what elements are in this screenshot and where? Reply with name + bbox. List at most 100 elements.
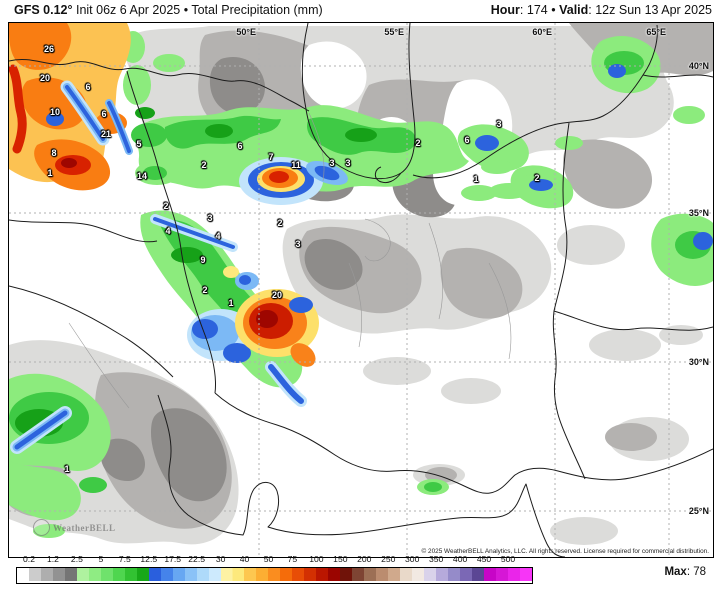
- legend-color-segment: [435, 568, 460, 581]
- legend-colorbar: [16, 567, 533, 584]
- precip-max-label: 4: [165, 226, 171, 236]
- precip-max-label: 6: [237, 141, 243, 151]
- precip-max-label: 11: [291, 160, 301, 170]
- precip-max-label: 1: [47, 168, 53, 178]
- header-bar: GFS 0.12° Init 06z 6 Apr 2025 • Total Pr…: [0, 0, 720, 22]
- precip-max-label: 3: [207, 213, 213, 223]
- precip-max-label: 8: [51, 148, 57, 158]
- sep1: :: [519, 3, 527, 17]
- legend-color-segment: [268, 568, 293, 581]
- legend-tick-label: 400: [452, 554, 468, 564]
- country-borders: [9, 23, 713, 557]
- graticule: [9, 23, 713, 557]
- legend-tick-label: 100: [309, 554, 324, 564]
- legend-tick-label: 2.5: [70, 554, 83, 564]
- watermark-text: WeatherBELL: [53, 522, 116, 533]
- precip-max-label: 6: [85, 82, 91, 92]
- latitude-label: 40°N: [688, 61, 709, 71]
- legend-tick-row: 0.2 1.2 2.5 5 7.5 12.5 17.5 22.5 30 40 50 75 100 150 2…: [0, 554, 720, 566]
- precip-max-label: 10: [49, 107, 61, 117]
- map-title: GFS 0.12° Init 06z 6 Apr 2025 • Total Pr…: [14, 3, 323, 17]
- legend-color-segment: [17, 568, 29, 581]
- precip-max-label: 2: [415, 138, 421, 148]
- precip-max-label: 2: [202, 285, 208, 295]
- map-graphic: [9, 23, 713, 557]
- legend-tick-label: 5: [98, 554, 104, 564]
- valid-value: 12z Sun 13 Apr 2025: [595, 3, 712, 17]
- precip-max-label: 3: [345, 158, 351, 168]
- init-time: Init 06z 6 Apr 2025: [75, 3, 181, 17]
- legend-tick-label: 350: [428, 554, 444, 564]
- legend-tick-label: 50: [263, 554, 274, 564]
- legend-tick-label: 150: [333, 554, 348, 564]
- precip-max-label: 7: [268, 152, 274, 162]
- sep2: :: [588, 3, 596, 17]
- legend-color-segment: [340, 568, 365, 581]
- forecast-time: Hour: 174 • Valid: 12z Sun 13 Apr 2025: [491, 3, 712, 17]
- latitude-label: 25°N: [688, 506, 709, 516]
- legend-tick-label: 500: [500, 554, 516, 564]
- precip-max-label: 4: [215, 231, 221, 241]
- precip-max-label: 2: [277, 218, 283, 228]
- legend-color-segment: [29, 568, 53, 581]
- legend-color-segment: [244, 568, 269, 581]
- legend-color-segment: [100, 568, 125, 581]
- precip-max-label: 3: [496, 119, 502, 129]
- legend-color-segment: [172, 568, 197, 581]
- precip-max-label: 1: [228, 298, 234, 308]
- precip-max-label: 20: [39, 73, 51, 83]
- model-name: GFS 0.12°: [14, 3, 73, 17]
- precip-max-label: 3: [329, 158, 335, 168]
- copyright-text: © 2025 WeatherBELL Analytics, LLC. All r…: [421, 548, 709, 555]
- legend-color-segment: [412, 568, 436, 581]
- hour-value: 174: [526, 3, 548, 17]
- precip-max-label: 26: [43, 44, 55, 54]
- latitude-label: 30°N: [688, 357, 709, 367]
- legend-tick-label: 7.5: [118, 554, 131, 564]
- product-name: Total Precipitation (mm): [191, 3, 323, 17]
- legend-color-segment: [220, 568, 245, 581]
- longitude-label: 60°E: [532, 27, 552, 37]
- legend-tick-label: 300: [405, 554, 420, 564]
- precip-max-label: 5: [136, 139, 142, 149]
- precip-max-label: 1: [64, 464, 70, 474]
- valid-label: Valid: [559, 3, 589, 17]
- legend-tick-label: 12.5: [140, 554, 158, 564]
- latitude-label: 35°N: [688, 208, 709, 218]
- watermark: WeatherBELL: [33, 519, 116, 536]
- admin-borders: [68, 112, 512, 409]
- legend-color-segment: [459, 568, 484, 581]
- legend-tick-label: 17.5: [164, 554, 182, 564]
- legend-color-segment: [52, 568, 77, 581]
- longitude-label: 65°E: [646, 27, 666, 37]
- precip-max-label: 9: [200, 255, 206, 265]
- hour-label: Hour: [490, 3, 520, 17]
- time-bullet: •: [551, 3, 556, 17]
- legend-color-segment: [316, 568, 341, 581]
- legend-color-segment: [483, 568, 508, 581]
- legend-tick-label: 22.5: [188, 554, 206, 564]
- max-colon: :: [686, 566, 694, 578]
- legend-tick-label: 250: [381, 554, 396, 564]
- max-label: Max: [664, 566, 687, 578]
- watermark-seal-icon: [33, 519, 50, 536]
- precip-max-label: 6: [464, 135, 470, 145]
- longitude-label: 55°E: [384, 27, 404, 37]
- max-value-readout: Max: 78: [664, 566, 706, 578]
- max-value: 78: [693, 566, 706, 578]
- legend-color-segment: [196, 568, 221, 581]
- precip-max-label: 2: [201, 160, 207, 170]
- legend-color-segment: [388, 568, 412, 581]
- legend-tick-label: 450: [476, 554, 492, 564]
- legend-tick-label: 0.2: [23, 554, 35, 564]
- legend-color-segment: [292, 568, 317, 581]
- legend-tick-label: 75: [287, 554, 298, 564]
- legend-color-segment: [364, 568, 389, 581]
- legend-color-segment: [76, 568, 101, 581]
- legend-tick-label: 40: [239, 554, 250, 564]
- precip-max-label: 14: [136, 171, 148, 181]
- precip-max-label: 2: [163, 201, 169, 211]
- precip-heavy-layer: [9, 23, 713, 454]
- legend-color-segment: [124, 568, 149, 581]
